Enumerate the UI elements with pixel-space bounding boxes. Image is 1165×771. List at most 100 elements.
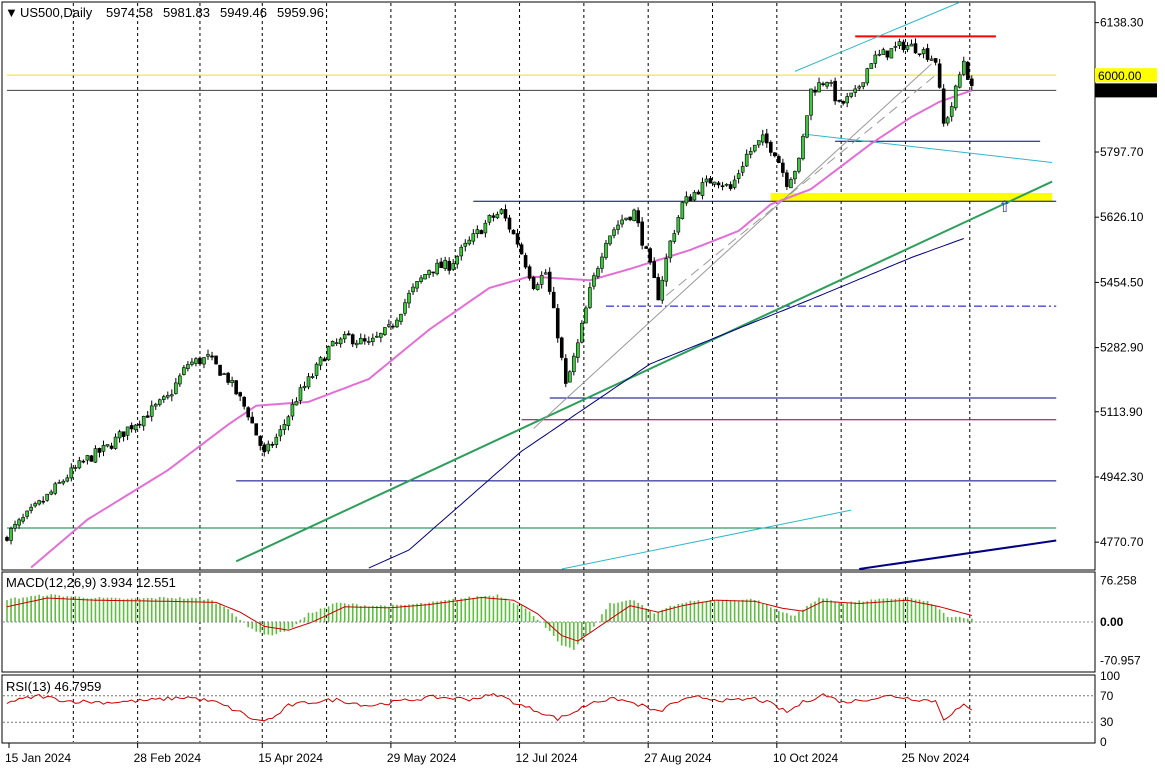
candle-body [555,308,560,339]
candle-body [889,48,894,59]
candle-body [101,445,106,452]
candle-body [431,271,435,274]
candle-body [121,431,126,437]
candle-body [893,46,898,48]
candle-body [688,196,693,202]
candle-body [620,219,624,225]
candle-body [73,467,78,469]
candle-body [53,483,58,494]
candle-body [310,376,315,378]
candle-body [198,357,202,365]
date-tick-label: 27 Aug 2024 [644,751,712,765]
candle-body [785,172,789,187]
candle-body [435,262,439,275]
trend-line [235,180,1053,563]
candle-body [539,274,544,285]
candle-body [41,500,45,503]
candle-body [632,209,636,221]
candle-body [21,517,25,522]
date-tick-label: 10 Oct 2024 [773,751,839,765]
candle-body [503,209,508,219]
title-dropdown-icon[interactable]: ▼ [5,5,18,20]
candle-body [829,82,833,84]
price-panel[interactable]: ⇧ [5,1,1057,570]
candle-body [69,467,74,479]
candle-body [298,387,303,401]
candle-body [849,92,854,97]
candle-body [258,436,263,446]
candle-body [736,173,741,179]
trend-line [561,509,852,570]
candle-body [137,423,142,426]
candle-body [93,448,98,463]
candle-body [572,355,576,373]
price-tick-label: 5797.70 [1100,145,1144,159]
candle-body [801,135,805,160]
candle-body [61,480,66,484]
candle-body [793,171,797,180]
macd-signal-line [6,596,972,642]
candle-body [833,80,837,102]
candle-body [109,445,114,449]
candle-body [937,63,942,88]
date-tick-label: 15 Jan 2024 [5,751,71,765]
date-tick-label: 12 Jul 2024 [516,751,578,765]
candle-body [443,259,447,269]
macd-panel[interactable] [3,594,1094,650]
trend-line [665,74,936,296]
candle-body [732,179,737,188]
macd-tick-label: 76.258 [1100,573,1137,587]
rsi-line [6,693,973,722]
rsi-panel[interactable] [3,693,1094,723]
candle-body [170,394,174,397]
candle-body [519,244,524,255]
candle-body [563,358,568,384]
candle-body [270,444,275,446]
candle-body [423,273,427,280]
candle-body [877,53,882,56]
candle-body [809,88,813,116]
time-axis: 15 Jan 2024 28 Feb 2024 15 Apr 2024 29 May … [5,743,970,765]
candle-body [624,217,628,220]
candle-body [885,50,890,58]
candle-body [274,436,279,446]
candle-body [210,355,214,358]
candle-body [214,355,218,365]
trend-line [859,539,1057,570]
candle-body [559,337,564,358]
candle-body [596,268,600,277]
candle-body [949,106,954,117]
candle-body [342,334,347,340]
candle-body [756,140,761,146]
candle-body [873,54,878,64]
moving-average-line [30,89,973,569]
candle-body [246,407,250,418]
candle-body [712,181,717,185]
candle-body [161,396,166,400]
candle-body [773,152,777,157]
candle-body [157,399,162,405]
price-tag [1095,83,1157,98]
candle-body [588,287,592,308]
candle-body [254,423,259,436]
date-tick-label: 29 May 2024 [387,751,457,765]
price-tick-label: 5282.90 [1100,341,1144,355]
candle-body [531,276,536,289]
candle-body [419,277,423,282]
candle-body [724,183,729,186]
candle-body [479,230,484,235]
candle-body [447,260,452,271]
candle-body [403,302,407,314]
price-tag-label: 6000.00 [1098,69,1142,83]
candle-body [961,60,966,75]
candle-body [845,96,849,104]
candle-body [869,63,874,69]
candle-body [965,61,970,80]
candle-body [495,213,500,219]
candle-body [371,337,375,342]
candle-body [427,270,431,276]
candle-body [290,403,295,417]
candle-body [744,153,749,167]
main-title: ▼ US500,Daily 5974.58 5981.83 5949.46 59… [5,5,324,20]
candle-body [113,436,118,449]
